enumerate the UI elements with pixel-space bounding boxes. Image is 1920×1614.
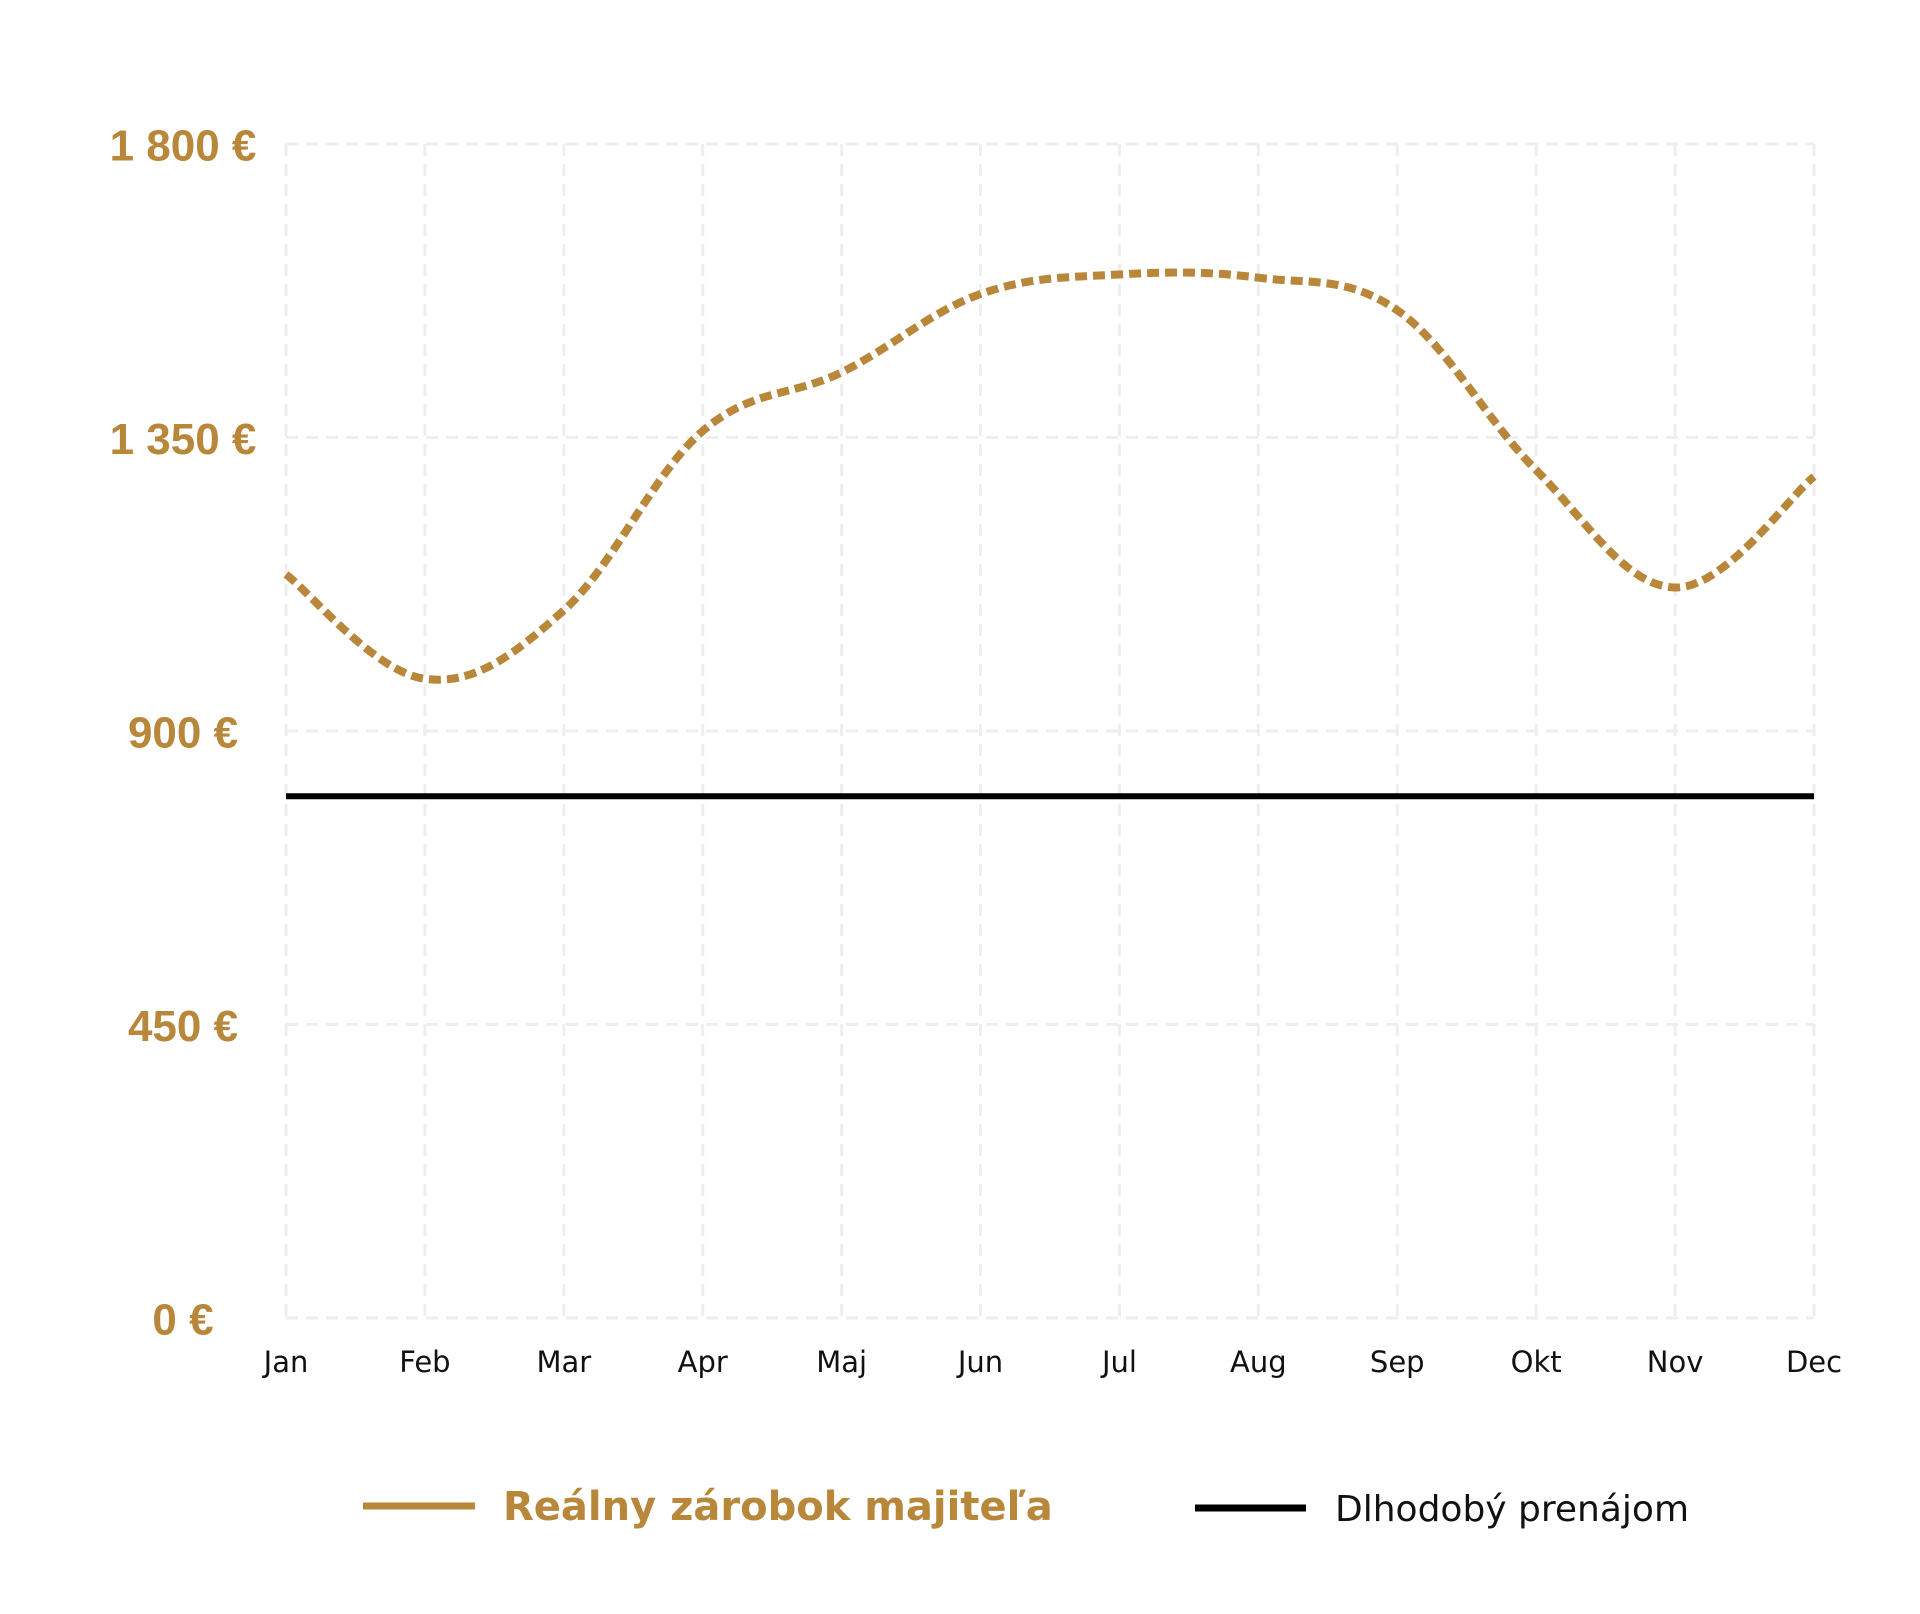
y-axis-ticks: 1 800 € 1 350 € 900 € 450 € 0 € [110, 122, 257, 1345]
data-point [422, 676, 428, 682]
x-tick-label: Jul [1100, 1345, 1137, 1379]
data-point [561, 793, 567, 799]
y-tick-label: 1 350 € [110, 415, 257, 464]
data-point [1394, 307, 1400, 313]
legend: Reálny zárobok majiteľa Dlhodobý prenájom [363, 1484, 1689, 1530]
data-point [1394, 793, 1400, 799]
x-tick-label: Jan [262, 1345, 309, 1379]
x-tick-label: Dec [1786, 1345, 1842, 1379]
data-point [1255, 793, 1261, 799]
data-point [1811, 793, 1817, 799]
x-axis-ticks: Jan Feb Mar Apr Maj Jun Jul Aug Sep Okt Nov Dec [262, 1345, 1842, 1379]
data-point [283, 571, 289, 577]
data-point [1533, 793, 1539, 799]
data-point [839, 369, 845, 375]
data-point [978, 793, 984, 799]
data-point [700, 428, 706, 434]
data-point [1811, 474, 1817, 480]
x-tick-label: Sep [1370, 1345, 1425, 1379]
data-point [1533, 467, 1539, 473]
data-point [1672, 585, 1678, 591]
x-tick-label: Feb [399, 1345, 450, 1379]
x-tick-label: Nov [1647, 1345, 1704, 1379]
data-point [1116, 271, 1122, 277]
y-tick-label: 0 € [152, 1296, 213, 1345]
data-point [422, 793, 428, 799]
data-point [1116, 793, 1122, 799]
data-point [1672, 793, 1678, 799]
data-point [283, 793, 289, 799]
legend-label-owner-earnings: Reálny zárobok majiteľa [503, 1484, 1053, 1530]
x-tick-label: Apr [678, 1345, 728, 1379]
legend-label-long-term-rent: Dlhodobý prenájom [1335, 1489, 1689, 1530]
y-tick-label: 450 € [128, 1002, 238, 1051]
y-tick-label: 900 € [128, 709, 238, 758]
series-lines [283, 268, 1817, 800]
x-tick-label: Jun [956, 1345, 1003, 1379]
y-tick-label: 1 800 € [110, 122, 257, 171]
data-point [700, 793, 706, 799]
data-point [561, 607, 567, 613]
series-line-owner-earnings [283, 268, 1817, 684]
data-point [839, 793, 845, 799]
x-tick-label: Aug [1230, 1345, 1287, 1379]
data-point [1255, 275, 1261, 281]
x-tick-label: Mar [536, 1345, 591, 1379]
x-tick-label: Okt [1511, 1345, 1562, 1379]
x-tick-label: Maj [816, 1345, 867, 1379]
grid [284, 142, 1816, 1320]
data-point [978, 291, 984, 297]
